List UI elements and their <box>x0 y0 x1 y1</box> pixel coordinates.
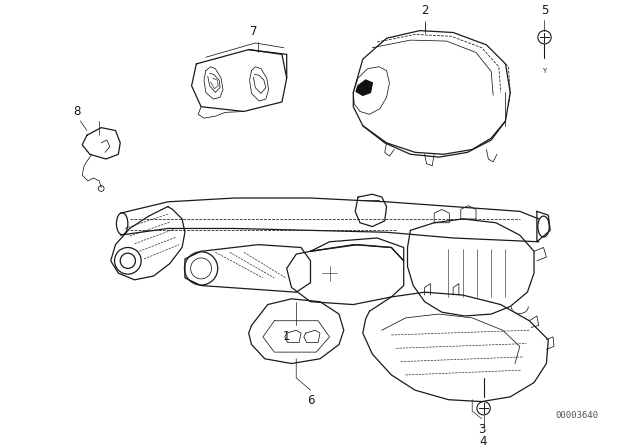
Polygon shape <box>310 238 404 261</box>
Polygon shape <box>287 245 404 305</box>
Text: 5: 5 <box>541 4 548 17</box>
Polygon shape <box>434 209 449 223</box>
Polygon shape <box>185 245 310 292</box>
Polygon shape <box>111 207 185 280</box>
Text: 7: 7 <box>250 25 257 38</box>
Polygon shape <box>249 299 344 363</box>
Text: 1: 1 <box>283 330 291 343</box>
Polygon shape <box>353 30 510 157</box>
Text: 3: 3 <box>478 422 485 435</box>
Polygon shape <box>355 194 387 227</box>
Text: 4: 4 <box>480 435 488 448</box>
Text: 8: 8 <box>74 105 81 118</box>
Text: Y: Y <box>542 68 547 74</box>
Polygon shape <box>363 292 548 401</box>
Text: 00003640: 00003640 <box>556 411 598 420</box>
Polygon shape <box>82 128 120 159</box>
Polygon shape <box>408 219 534 316</box>
Text: 2: 2 <box>421 4 428 17</box>
Bar <box>356 267 367 274</box>
Bar <box>372 267 384 274</box>
Polygon shape <box>461 206 476 219</box>
Polygon shape <box>191 50 287 112</box>
Text: 6: 6 <box>307 394 314 407</box>
Polygon shape <box>356 80 372 95</box>
